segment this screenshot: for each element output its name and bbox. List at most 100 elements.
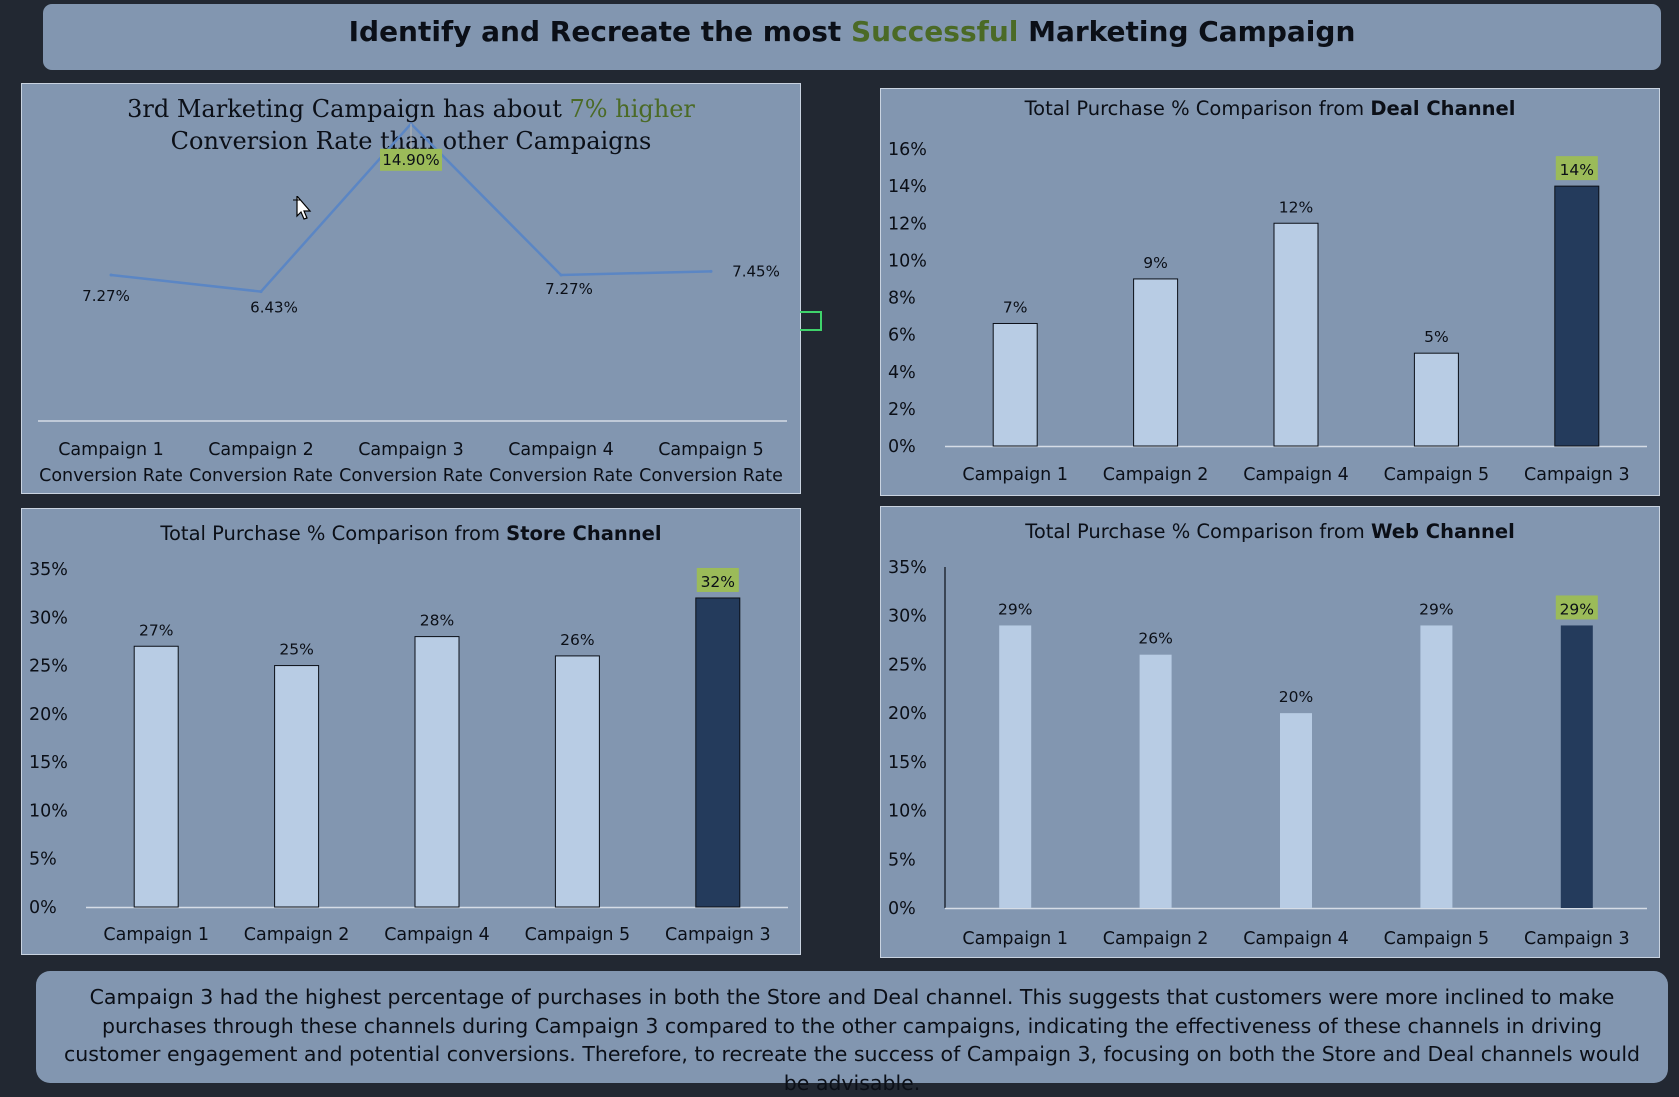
bar bbox=[992, 322, 1038, 447]
y-tick-label: 16% bbox=[888, 140, 927, 160]
data-label: 14% bbox=[1560, 161, 1594, 179]
x-tick-label: Campaign 1 bbox=[58, 440, 164, 460]
deal-channel-chart-panel[interactable]: Total Purchase % Comparison from Deal Ch… bbox=[880, 88, 1660, 496]
chart-title-prefix: Total Purchase % Comparison from bbox=[1024, 520, 1371, 543]
data-label: 29% bbox=[998, 600, 1032, 618]
chart-title: 3rd Marketing Campaign has about 7% high… bbox=[127, 95, 695, 123]
bar bbox=[1420, 625, 1453, 908]
x-tick-label: Campaign 3 bbox=[1524, 465, 1630, 485]
y-tick-label: 35% bbox=[888, 558, 927, 578]
data-label: 14.90% bbox=[382, 151, 439, 169]
bar bbox=[1560, 625, 1593, 908]
conversion-point bbox=[259, 290, 263, 294]
data-label-highlight-box bbox=[696, 567, 739, 592]
data-label: 12% bbox=[1279, 198, 1313, 216]
x-tick-label: Campaign 2 bbox=[1103, 929, 1209, 949]
x-tick-label: Campaign 5 bbox=[1384, 929, 1490, 949]
data-label: 32% bbox=[701, 573, 735, 591]
conversion-point bbox=[109, 273, 113, 277]
data-label: 6.43% bbox=[250, 299, 298, 317]
x-tick-label: Campaign 5 bbox=[1384, 465, 1490, 485]
conversion-rate-chart-panel[interactable]: 3rd Marketing Campaign has about 7% high… bbox=[21, 83, 801, 494]
move-cursor-icon bbox=[293, 196, 312, 220]
y-tick-label: 35% bbox=[29, 560, 68, 580]
x-tick-label: Campaign 4 bbox=[1243, 929, 1349, 949]
data-label-highlight-box bbox=[1555, 595, 1598, 620]
x-tick-label: Campaign 5 bbox=[658, 440, 764, 460]
x-tick-label: Conversion Rate bbox=[339, 466, 483, 486]
chart-title-bold: Web Channel bbox=[1371, 520, 1515, 543]
y-tick-label: 25% bbox=[29, 657, 68, 677]
web-channel-chart-panel[interactable]: Total Purchase % Comparison from Web Cha… bbox=[880, 506, 1660, 958]
y-tick-label: 15% bbox=[29, 753, 68, 773]
data-label: 7% bbox=[1003, 298, 1028, 316]
web-channel-chart: Total Purchase % Comparison from Web Cha… bbox=[888, 520, 1647, 949]
data-label-highlight-box bbox=[1555, 156, 1598, 181]
x-tick-label: Conversion Rate bbox=[39, 466, 183, 486]
chart-title-bold: Store Channel bbox=[506, 522, 661, 545]
y-tick-label: 10% bbox=[29, 801, 68, 821]
y-tick-label: 8% bbox=[888, 289, 916, 309]
conversion-rate-chart: 3rd Marketing Campaign has about 7% high… bbox=[38, 95, 787, 486]
chart-title: Total Purchase % Comparison from Store C… bbox=[159, 522, 661, 545]
conversion-point bbox=[709, 269, 713, 273]
chart-title-prefix: Total Purchase % Comparison from bbox=[1024, 97, 1371, 120]
y-tick-label: 4% bbox=[888, 363, 916, 383]
x-tick-label: Campaign 3 bbox=[665, 925, 771, 945]
y-tick-label: 0% bbox=[888, 437, 916, 457]
bar bbox=[414, 636, 460, 908]
chart-title: Total Purchase % Comparison from Deal Ch… bbox=[1024, 97, 1516, 120]
data-label: 7.27% bbox=[82, 287, 130, 305]
title-prefix: Identify and Recreate the most bbox=[348, 15, 852, 48]
x-tick-label: Campaign 3 bbox=[358, 440, 464, 460]
data-label: 29% bbox=[1560, 600, 1594, 618]
bar bbox=[133, 645, 179, 908]
data-label: 7.27% bbox=[545, 280, 593, 298]
data-label: 7.45% bbox=[732, 262, 780, 280]
y-tick-label: 5% bbox=[888, 850, 916, 870]
dashboard-title: Identify and Recreate the most Successfu… bbox=[43, 4, 1661, 70]
y-tick-label: 0% bbox=[29, 898, 57, 918]
conversion-point bbox=[559, 273, 563, 277]
data-label: 20% bbox=[1279, 688, 1313, 706]
data-label: 25% bbox=[279, 641, 313, 659]
title-highlight: Successful bbox=[851, 15, 1019, 48]
bar bbox=[1413, 352, 1459, 447]
x-tick-label: Campaign 1 bbox=[103, 925, 209, 945]
bar bbox=[1273, 222, 1319, 447]
y-tick-label: 15% bbox=[888, 753, 927, 773]
store-channel-chart-panel[interactable]: Total Purchase % Comparison from Store C… bbox=[21, 508, 801, 955]
y-tick-label: 20% bbox=[29, 705, 68, 725]
data-label: 26% bbox=[1138, 630, 1172, 648]
y-tick-label: 14% bbox=[888, 177, 927, 197]
x-tick-label: Campaign 2 bbox=[208, 440, 314, 460]
bar bbox=[1139, 654, 1172, 908]
x-tick-label: Campaign 2 bbox=[1103, 465, 1209, 485]
selection-handle[interactable] bbox=[800, 311, 822, 331]
data-label: 26% bbox=[560, 631, 594, 649]
x-tick-label: Campaign 4 bbox=[1243, 465, 1349, 485]
data-label: 29% bbox=[1419, 600, 1453, 618]
deal-channel-chart: Total Purchase % Comparison from Deal Ch… bbox=[888, 97, 1647, 485]
bar bbox=[1280, 713, 1312, 908]
bar bbox=[999, 625, 1032, 908]
y-tick-label: 5% bbox=[29, 850, 57, 870]
chart-title-prefix: 3rd Marketing Campaign has about bbox=[127, 95, 569, 123]
y-tick-label: 10% bbox=[888, 251, 927, 271]
y-tick-label: 2% bbox=[888, 400, 916, 420]
data-label-highlight-box bbox=[380, 148, 442, 171]
title-suffix: Marketing Campaign bbox=[1018, 15, 1356, 48]
summary-text: Campaign 3 had the highest percentage of… bbox=[36, 971, 1668, 1095]
data-label: 5% bbox=[1424, 328, 1449, 346]
x-tick-label: Campaign 3 bbox=[1524, 929, 1630, 949]
chart-title-highlight: 7% higher bbox=[570, 95, 696, 123]
chart-title: Total Purchase % Comparison from Web Cha… bbox=[1024, 520, 1515, 543]
store-channel-chart: Total Purchase % Comparison from Store C… bbox=[29, 522, 788, 945]
bar bbox=[274, 665, 320, 908]
x-tick-label: Campaign 1 bbox=[962, 929, 1068, 949]
data-label: 28% bbox=[420, 612, 454, 630]
chart-title-bold: Deal Channel bbox=[1370, 97, 1515, 120]
bar bbox=[554, 655, 600, 908]
x-tick-label: Campaign 4 bbox=[384, 925, 490, 945]
bar bbox=[1554, 185, 1600, 447]
